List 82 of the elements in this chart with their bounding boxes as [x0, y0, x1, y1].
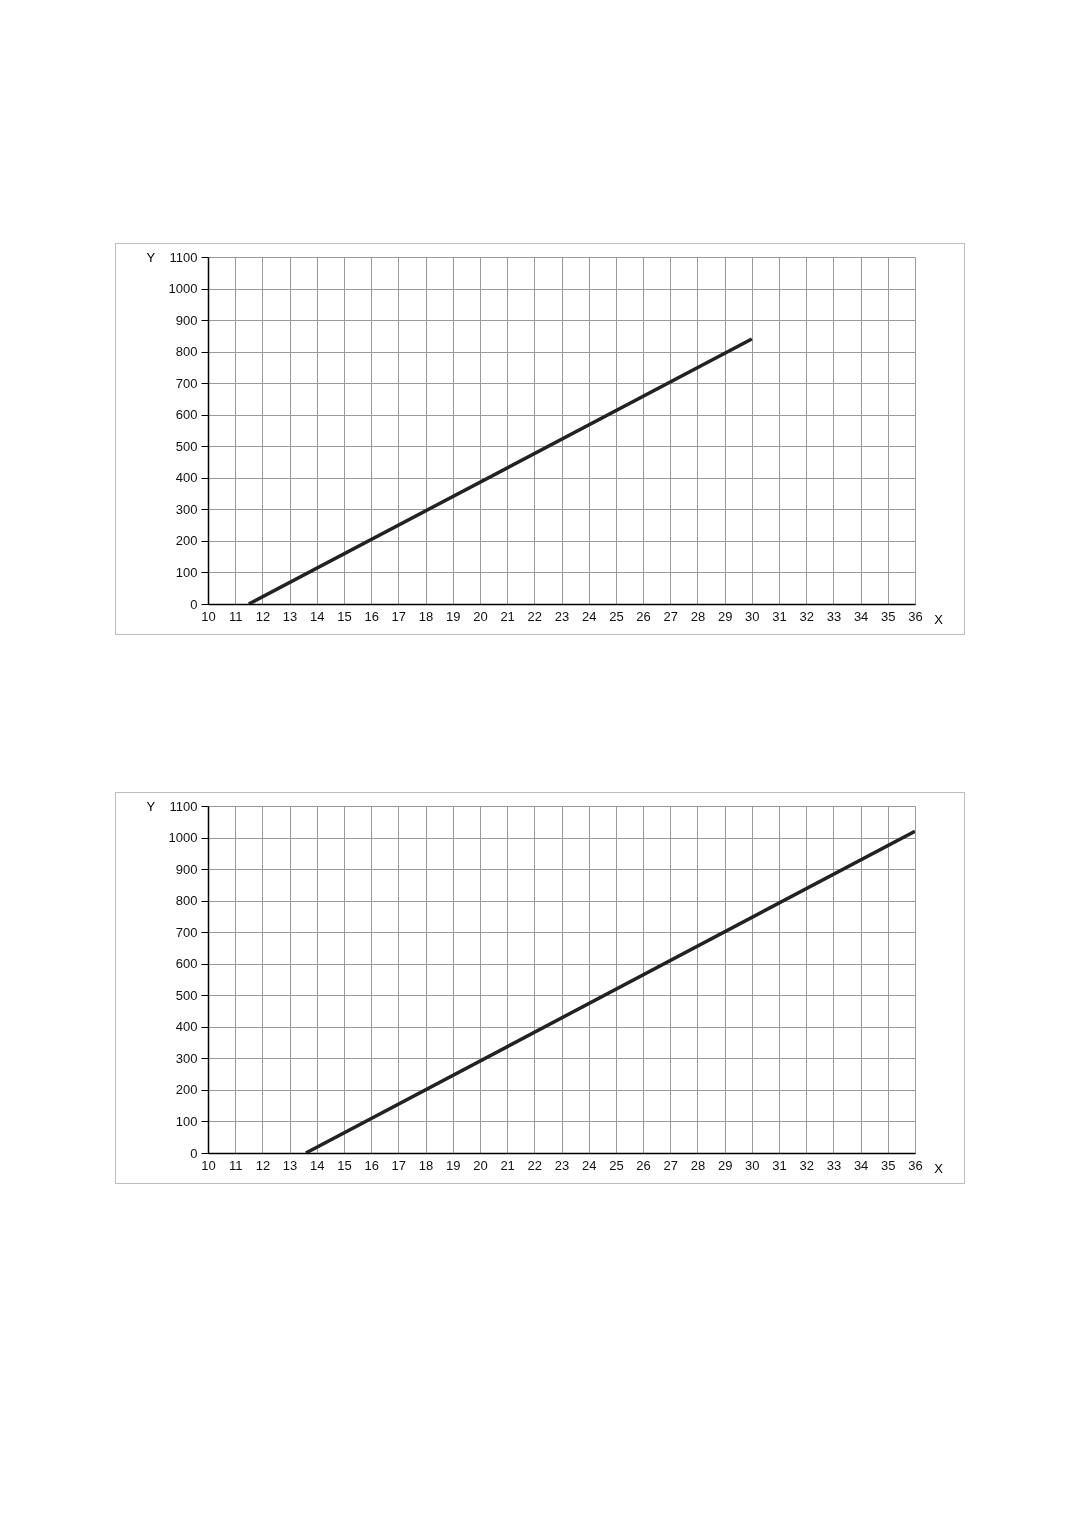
x-tick-label: 13: [282, 1157, 298, 1173]
x-tick-label: 35: [881, 1157, 896, 1173]
x-tick-label: 29: [717, 608, 733, 624]
x-tick-label: 34: [853, 1157, 869, 1173]
x-tick-label: 11: [228, 1157, 243, 1173]
y-tick-label: 700: [175, 375, 198, 391]
x-tick-label: 10: [201, 608, 216, 624]
y-tick-label: 300: [175, 1050, 198, 1066]
x-tick-label: 26: [636, 1157, 651, 1173]
x-tick-label: 31: [772, 1157, 787, 1173]
x-tick-label: 16: [364, 608, 379, 624]
x-tick-label: 26: [636, 608, 651, 624]
x-tick-label: 19: [446, 608, 461, 624]
y-tick-label: 100: [175, 564, 198, 580]
x-tick-label: 23: [554, 608, 570, 624]
x-tick-label: 27: [663, 608, 678, 624]
y-tick-label: 1100: [169, 798, 198, 814]
x-tick-label: 17: [391, 1157, 407, 1173]
x-tick-label: 25: [609, 608, 624, 624]
x-tick-label: 24: [581, 1157, 597, 1173]
x-tick-label: 14: [310, 608, 325, 624]
x-tick-label: 15: [337, 608, 352, 624]
x-tick-label: 20: [473, 1157, 488, 1173]
x-tick-label: 21: [500, 1157, 515, 1173]
y-tick-label: 300: [175, 501, 198, 517]
x-tick-label: 18: [418, 608, 434, 624]
x-tick-label: 32: [799, 1157, 814, 1173]
x-tick-label: 12: [255, 608, 271, 624]
y-tick-label: 700: [175, 924, 198, 940]
x-tick-label: 32: [799, 608, 814, 624]
y-tick-label: 1000: [168, 281, 198, 297]
x-tick-label: 18: [418, 1157, 434, 1173]
x-tick-label: 30: [745, 608, 760, 624]
x-tick-label: 13: [282, 608, 298, 624]
y-tick-label: 1000: [168, 830, 198, 846]
x-tick-label: 28: [690, 608, 706, 624]
x-tick-label: 30: [745, 1157, 760, 1173]
y-tick-label: 600: [175, 956, 198, 972]
y-tick-label: 400: [175, 1019, 198, 1035]
x-tick-label: 25: [609, 1157, 624, 1173]
x-tick-label: 31: [772, 608, 787, 624]
x-tick-label: 17: [391, 608, 407, 624]
y-tick-label: 200: [175, 1082, 198, 1098]
x-tick-label: 22: [527, 608, 543, 624]
y-tick-label: 500: [175, 987, 198, 1003]
x-tick-label: 33: [826, 608, 842, 624]
x-tick-label: 23: [554, 1157, 570, 1173]
y-tick-label: 100: [175, 1113, 198, 1129]
x-tick-label: 33: [826, 1157, 842, 1173]
y-tick-label: 200: [175, 533, 198, 549]
x-tick-label: 21: [500, 608, 515, 624]
x-tick-label: 29: [717, 1157, 733, 1173]
y-tick-label: 800: [175, 893, 198, 909]
y-tick-label: 800: [175, 344, 198, 360]
x-tick-label: 12: [255, 1157, 271, 1173]
x-tick-label: 36: [908, 1157, 923, 1173]
x-tick-label: 15: [337, 1157, 352, 1173]
y-tick-label: 1100: [169, 249, 198, 265]
x-tick-label: 28: [690, 1157, 706, 1173]
y-tick-label: 400: [175, 470, 198, 486]
x-tick-label: 14: [310, 1157, 325, 1173]
x-axis-title: X: [934, 611, 944, 627]
x-tick-label: 16: [364, 1157, 379, 1173]
x-tick-label: 11: [228, 608, 243, 624]
y-tick-label: 0: [190, 596, 198, 612]
x-tick-label: 36: [908, 608, 923, 624]
y-tick-label: 600: [175, 407, 198, 423]
y-tick-label: 900: [175, 861, 198, 877]
x-axis-title: X: [934, 1160, 944, 1176]
y-tick-label: 0: [190, 1145, 198, 1161]
x-tick-label: 10: [201, 1157, 216, 1173]
x-tick-label: 34: [853, 608, 869, 624]
y-axis-title: Y: [146, 798, 156, 814]
x-tick-label: 24: [581, 608, 597, 624]
x-tick-label: 35: [881, 608, 896, 624]
y-tick-label: 500: [175, 438, 198, 454]
x-tick-label: 27: [663, 1157, 678, 1173]
y-tick-label: 900: [175, 312, 198, 328]
x-tick-label: 22: [527, 1157, 543, 1173]
x-tick-label: 20: [473, 608, 488, 624]
x-tick-label: 19: [446, 1157, 461, 1173]
y-axis-title: Y: [146, 249, 156, 265]
